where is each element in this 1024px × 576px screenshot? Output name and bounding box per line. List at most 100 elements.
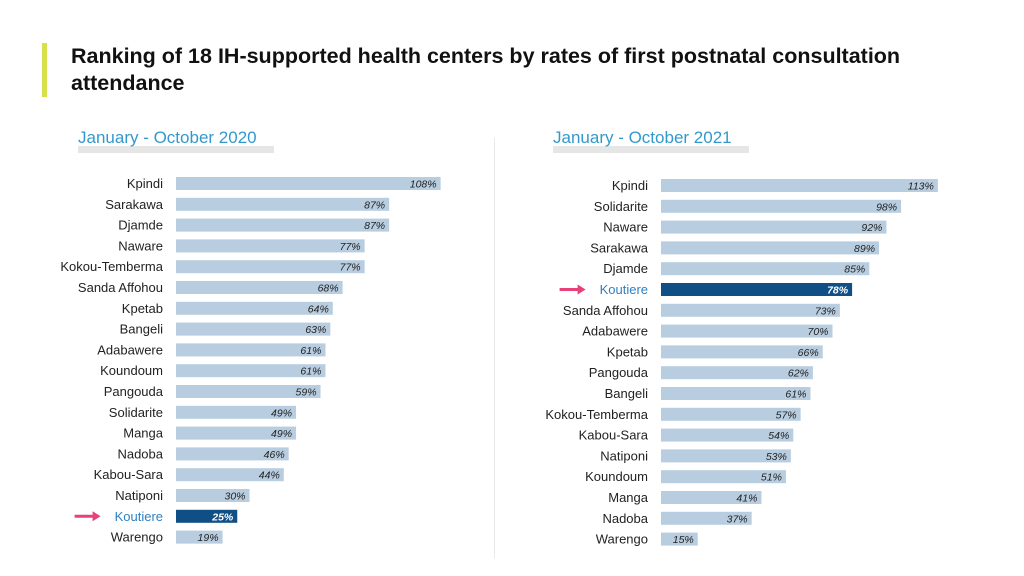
- value-label-kpetab: 66%: [798, 347, 819, 359]
- bar-solidarite: [661, 199, 902, 213]
- category-label-kpetab: Kpetab: [607, 344, 648, 359]
- bar-kpindi: [661, 179, 938, 192]
- category-label-warengo: Warengo: [596, 532, 648, 547]
- bar-warengo: [661, 532, 698, 546]
- bar-pangouda: [661, 366, 813, 380]
- category-label-kabou-sara: Kabou-Sara: [579, 428, 649, 443]
- bar-manga: [176, 426, 297, 440]
- value-label-nadoba: 46%: [264, 449, 285, 461]
- bar-kabou-sara: [661, 428, 794, 442]
- category-label-bangeli: Bangeli: [120, 322, 163, 337]
- bar-djamde: [661, 262, 870, 276]
- value-label-adabawere: 61%: [300, 345, 321, 357]
- category-label-kpindi: Kpindi: [127, 176, 163, 191]
- bar-koutiere: [176, 509, 238, 523]
- value-label-warengo: 19%: [198, 532, 219, 544]
- category-label-pangouda: Pangouda: [104, 384, 164, 399]
- chart-title-2021: January - October 2021: [553, 128, 732, 147]
- value-label-koundoum: 51%: [761, 472, 782, 484]
- category-label-nadoba: Nadoba: [602, 511, 648, 526]
- category-label-djamde: Djamde: [603, 261, 648, 276]
- bar-nadoba: [176, 447, 289, 461]
- bar-kabou-sara: [176, 468, 284, 482]
- value-label-bangeli: 61%: [785, 389, 806, 401]
- category-label-naware: Naware: [118, 238, 163, 253]
- chart-2020: 108% Kpindi 87% Sarakawa 87% Djamde 77% Naware 7…: [60, 176, 441, 545]
- category-label-sarakawa: Sarakawa: [590, 240, 649, 255]
- value-label-sanda-affohou: 73%: [815, 305, 836, 317]
- highlight-arrow-icon: [559, 284, 586, 295]
- value-label-sarakawa: 89%: [854, 243, 875, 255]
- value-label-sarakawa: 87%: [364, 199, 385, 211]
- category-label-manga: Manga: [123, 426, 164, 441]
- bar-adabawere: [661, 324, 833, 338]
- bar-sanda-affohou: [176, 281, 343, 294]
- panel-divider: [494, 138, 495, 558]
- bar-djamde: [176, 218, 390, 232]
- value-label-natiponi: 53%: [766, 451, 787, 463]
- subtitle-underline-2020: [78, 146, 274, 153]
- value-label-naware: 92%: [861, 222, 882, 234]
- chart-title-2020: January - October 2020: [78, 128, 257, 147]
- chart-2021: 113% Kpindi 98% Solidarite 92% Naware 89% Sarak…: [545, 178, 938, 547]
- bar-nadoba: [661, 511, 752, 525]
- value-label-natiponi: 30%: [224, 491, 245, 503]
- category-label-solidarite: Solidarite: [594, 199, 648, 214]
- bar-manga: [661, 491, 762, 504]
- bar-bangeli: [176, 322, 331, 336]
- category-label-kokou-temberma: Kokou-Temberma: [60, 259, 163, 274]
- bar-naware: [176, 239, 365, 253]
- value-label-sanda-affohou: 68%: [318, 283, 339, 295]
- category-label-naware: Naware: [603, 220, 648, 235]
- category-label-kabou-sara: Kabou-Sara: [94, 467, 164, 482]
- bar-pangouda: [176, 385, 321, 398]
- value-label-nadoba: 37%: [727, 513, 748, 525]
- value-label-solidarite: 49%: [271, 407, 292, 419]
- value-label-koutiere: 25%: [211, 511, 234, 523]
- bar-kpindi: [176, 177, 441, 190]
- bar-solidarite: [176, 405, 297, 419]
- category-label-koutiere: Koutiere: [600, 282, 648, 297]
- value-label-djamde: 87%: [364, 220, 385, 232]
- bar-natiponi: [661, 449, 791, 463]
- value-label-pangouda: 62%: [788, 368, 809, 380]
- highlight-arrow-icon: [74, 511, 101, 522]
- category-label-nadoba: Nadoba: [117, 446, 163, 461]
- category-label-koundoum: Koundoum: [585, 469, 648, 484]
- category-label-djamde: Djamde: [118, 218, 163, 233]
- category-label-natiponi: Natiponi: [600, 448, 648, 463]
- category-label-pangouda: Pangouda: [589, 365, 649, 380]
- category-label-bangeli: Bangeli: [605, 386, 648, 401]
- category-label-kokou-temberma: Kokou-Temberma: [545, 407, 648, 422]
- category-label-koundoum: Koundoum: [100, 363, 163, 378]
- category-label-solidarite: Solidarite: [109, 405, 163, 420]
- value-label-warengo: 15%: [673, 534, 694, 546]
- value-label-djamde: 85%: [844, 264, 865, 276]
- value-label-manga: 41%: [736, 493, 757, 505]
- value-label-kpindi: 108%: [410, 179, 437, 191]
- category-label-sarakawa: Sarakawa: [105, 197, 164, 212]
- bar-sanda-affohou: [661, 303, 840, 317]
- value-label-adabawere: 70%: [807, 326, 828, 338]
- value-label-pangouda: 59%: [296, 387, 317, 399]
- value-label-naware: 77%: [340, 241, 361, 253]
- category-label-adabawere: Adabawere: [97, 342, 163, 357]
- bar-bangeli: [661, 387, 811, 400]
- title-accent-bar: [42, 43, 47, 97]
- bar-kokou-temberma: [176, 260, 365, 274]
- category-label-sanda-affohou: Sanda Affohou: [563, 303, 648, 318]
- category-label-natiponi: Natiponi: [115, 488, 163, 503]
- bar-kpetab: [661, 345, 823, 359]
- value-label-koundoum: 61%: [300, 366, 321, 378]
- bar-koundoum: [661, 470, 786, 484]
- value-label-kpindi: 113%: [908, 181, 934, 193]
- bar-adabawere: [176, 343, 326, 357]
- bar-kpetab: [176, 301, 333, 315]
- bar-naware: [661, 220, 887, 234]
- bar-natiponi: [176, 489, 250, 502]
- value-label-manga: 49%: [271, 428, 292, 440]
- category-label-manga: Manga: [608, 490, 649, 505]
- category-label-sanda-affohou: Sanda Affohou: [78, 280, 163, 295]
- value-label-kokou-temberma: 77%: [340, 262, 361, 274]
